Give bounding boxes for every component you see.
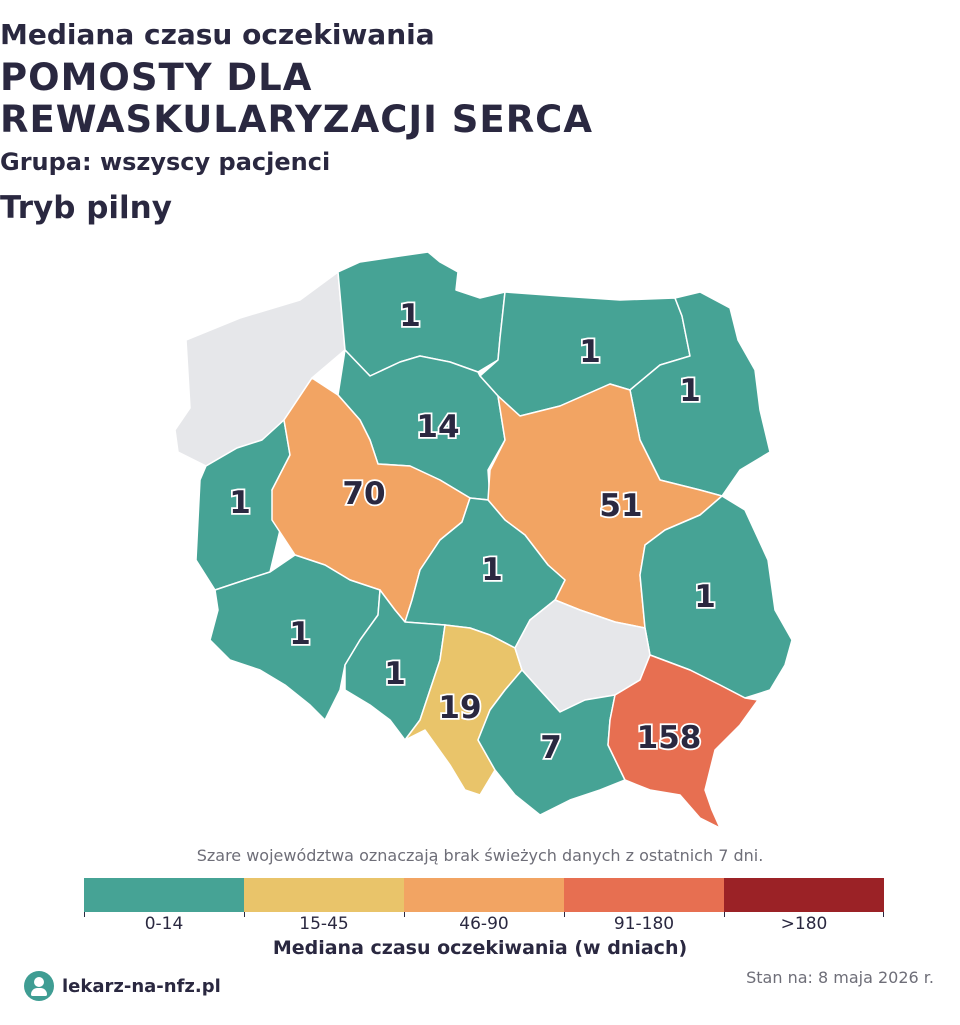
legend-labels: 0-14 15-45 46-90 91-180 >180: [84, 914, 884, 934]
region-value-opolskie: 1: [384, 656, 406, 692]
region-podkarpackie: [607, 654, 759, 829]
chart-title-line-1: POMOSTY DLA: [0, 56, 313, 99]
legend-swatch: [84, 878, 244, 917]
region-value-pomorskie: 1: [399, 298, 421, 334]
legend-swatch: [564, 878, 724, 917]
region-slaskie: [404, 624, 523, 796]
mode-title: Tryb pilny: [0, 190, 172, 226]
region-value-lubuskie: 1: [229, 485, 251, 521]
chart-subtitle: Mediana czasu oczekiwania: [0, 18, 435, 51]
region-value-slaskie: 19: [438, 690, 481, 726]
legend-swatch: [724, 878, 884, 917]
region-malopolskie: [477, 669, 626, 816]
legend-label: 15-45: [299, 914, 349, 934]
patient-group: Grupa: wszyscy pacjenci: [0, 148, 331, 176]
brand-name: lekarz-na-nfz.pl: [62, 975, 221, 997]
legend-label: 91-180: [613, 914, 675, 934]
legend-label: 0-14: [144, 914, 184, 934]
region-value-warminsko-mazurskie: 1: [579, 334, 601, 370]
legend-title: Mediana czasu oczekiwania (w dniach): [272, 937, 688, 959]
region-value-lubelskie: 1: [694, 579, 716, 615]
region-value-malopolskie: 7: [540, 730, 562, 766]
region-value-lodzkie: 1: [481, 552, 503, 588]
region-value-podlaskie: 1: [679, 373, 701, 409]
region-value-mazowieckie: 51: [599, 488, 642, 524]
legend-swatch: [404, 878, 564, 917]
region-value-podkarpackie: 158: [637, 720, 702, 756]
region-value-wielkopolskie: 70: [342, 476, 385, 512]
region-lubuskie: [195, 419, 291, 591]
data-date: Stan na: 8 maja 2026 r.: [746, 968, 934, 987]
legend-label: >180: [780, 914, 828, 934]
region-value-dolnoslaskie: 1: [289, 616, 311, 652]
legend-bar: [84, 878, 884, 917]
doctor-logo-icon: [24, 971, 54, 1001]
brand[interactable]: lekarz-na-nfz.pl: [24, 971, 221, 1001]
grey-regions-note: Szare województwa oznaczają brak świeżyc…: [196, 846, 764, 865]
legend-swatch: [244, 878, 404, 917]
chart-title-line-2: REWASKULARYZACJI SERCA: [0, 98, 593, 141]
legend-label: 46-90: [459, 914, 509, 934]
region-value-kujawsko-pomorskie: 14: [416, 409, 459, 445]
